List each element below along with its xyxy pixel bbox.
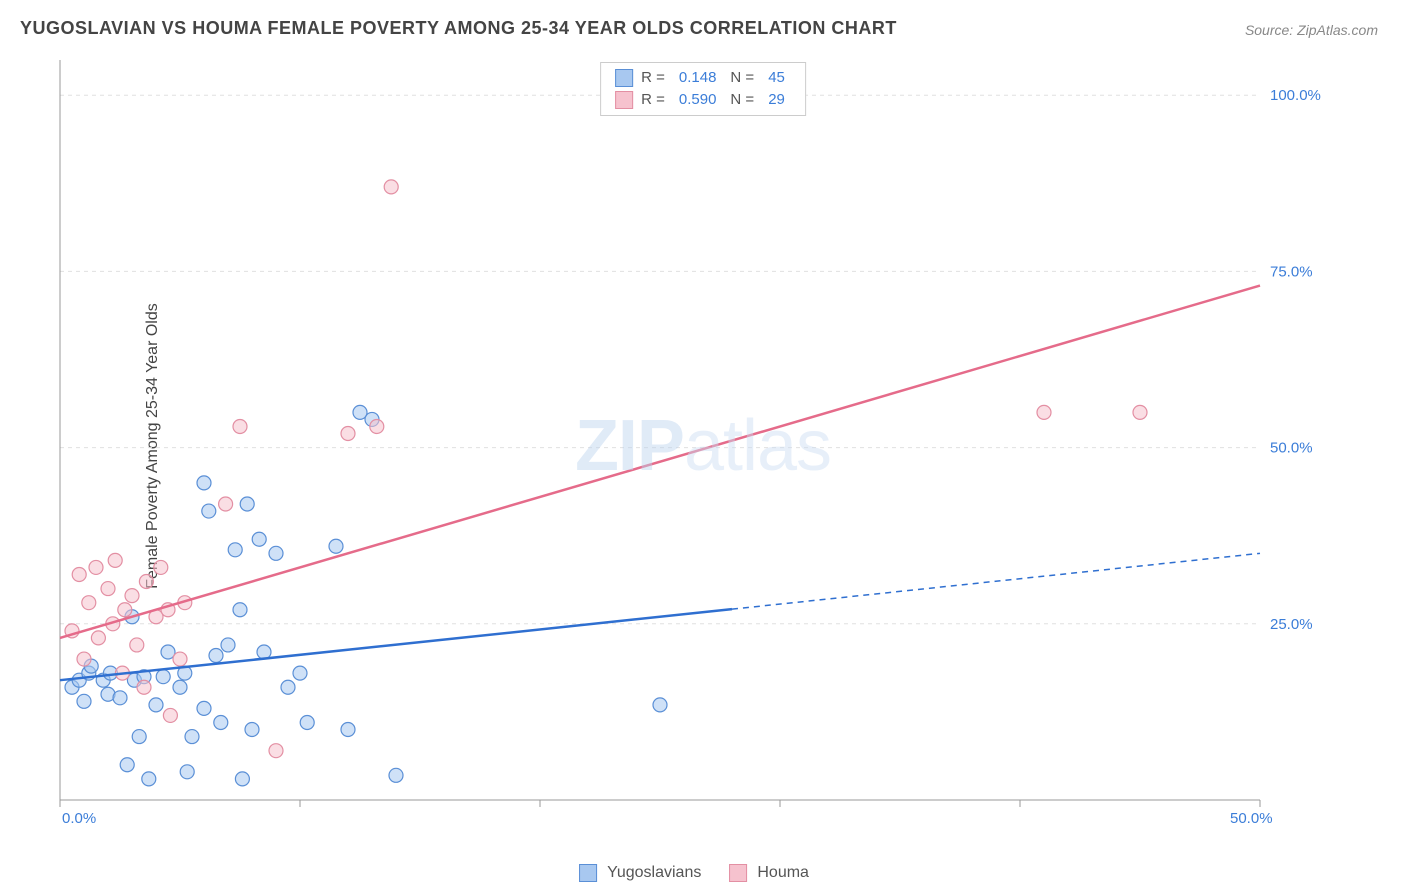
data-point	[132, 730, 146, 744]
data-point	[235, 772, 249, 786]
data-point	[341, 427, 355, 441]
data-point	[653, 698, 667, 712]
data-point	[82, 596, 96, 610]
data-point	[197, 476, 211, 490]
legend-row: R = 0.148 N = 45	[615, 67, 791, 89]
trend-line	[60, 286, 1260, 638]
source-attribution: Source: ZipAtlas.com	[1245, 22, 1378, 38]
data-point	[154, 560, 168, 574]
correlation-legend: R = 0.148 N = 45 R = 0.590 N = 29	[600, 62, 806, 116]
data-point	[233, 603, 247, 617]
data-point	[1133, 405, 1147, 419]
data-point	[300, 715, 314, 729]
legend-swatch	[579, 864, 597, 882]
legend-swatch	[729, 864, 747, 882]
legend-r-value: 0.148	[679, 67, 717, 89]
data-point	[370, 419, 384, 433]
series-legend: Yugoslavians Houma	[579, 864, 827, 882]
x-tick-label: 0.0%	[62, 810, 96, 827]
data-point	[113, 691, 127, 705]
data-point	[77, 652, 91, 666]
data-point	[180, 765, 194, 779]
data-point	[281, 680, 295, 694]
y-tick-label: 100.0%	[1270, 87, 1321, 104]
data-point	[77, 694, 91, 708]
data-point	[163, 708, 177, 722]
data-point	[269, 744, 283, 758]
data-point	[197, 701, 211, 715]
legend-n-value: 45	[768, 67, 785, 89]
data-point	[233, 419, 247, 433]
data-point	[173, 652, 187, 666]
data-point	[72, 567, 86, 581]
data-point	[202, 504, 216, 518]
scatter-plot: 25.0% 50.0% 75.0% 100.0%	[55, 55, 1330, 835]
data-point	[341, 723, 355, 737]
data-point	[156, 670, 170, 684]
data-point	[120, 758, 134, 772]
data-point	[219, 497, 233, 511]
data-point	[329, 539, 343, 553]
data-point	[209, 649, 223, 663]
data-point	[89, 560, 103, 574]
legend-r-label: R =	[641, 67, 665, 89]
legend-series-label: Yugoslavians	[607, 864, 701, 882]
data-point	[389, 768, 403, 782]
legend-n-value: 29	[768, 89, 785, 111]
data-point	[269, 546, 283, 560]
legend-swatch	[615, 69, 633, 87]
data-point	[1037, 405, 1051, 419]
data-point	[214, 715, 228, 729]
data-point	[130, 638, 144, 652]
data-point	[137, 680, 151, 694]
data-point	[185, 730, 199, 744]
y-tick-label: 25.0%	[1270, 616, 1313, 633]
y-tick-label: 50.0%	[1270, 440, 1313, 457]
x-tick-label: 50.0%	[1230, 810, 1273, 827]
data-point	[91, 631, 105, 645]
legend-r-value: 0.590	[679, 89, 717, 111]
data-point	[173, 680, 187, 694]
legend-swatch	[615, 91, 633, 109]
trend-line-extrapolated	[732, 553, 1260, 609]
data-point	[240, 497, 254, 511]
legend-r-label: R =	[641, 89, 665, 111]
data-point	[228, 543, 242, 557]
legend-n-label: N =	[730, 67, 754, 89]
data-point	[101, 582, 115, 596]
legend-n-label: N =	[730, 89, 754, 111]
data-point	[221, 638, 235, 652]
data-point	[149, 698, 163, 712]
legend-series-label: Houma	[757, 864, 809, 882]
data-point	[245, 723, 259, 737]
data-point	[118, 603, 132, 617]
y-tick-label: 75.0%	[1270, 263, 1313, 280]
chart-title: YUGOSLAVIAN VS HOUMA FEMALE POVERTY AMON…	[20, 18, 897, 39]
legend-row: R = 0.590 N = 29	[615, 89, 791, 111]
data-point	[125, 589, 139, 603]
data-point	[142, 772, 156, 786]
data-point	[293, 666, 307, 680]
data-point	[252, 532, 266, 546]
data-point	[108, 553, 122, 567]
data-point	[139, 575, 153, 589]
data-point	[384, 180, 398, 194]
